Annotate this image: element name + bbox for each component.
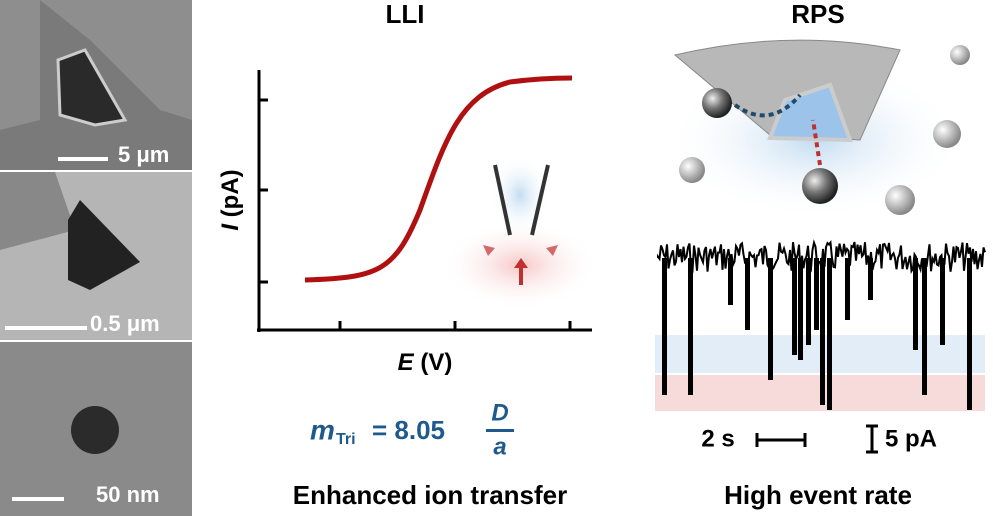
numerator: D	[491, 399, 508, 426]
sem-panels: 5 μm 0.5 μm 50 nm	[0, 0, 192, 516]
unit: (V)	[420, 349, 452, 376]
scale-bars	[755, 424, 878, 454]
pipette	[493, 164, 550, 236]
x-axis-label: E (V)	[398, 349, 453, 376]
scale-bar	[58, 157, 108, 161]
spike	[845, 258, 850, 320]
scale-bar	[12, 497, 64, 501]
arrows	[483, 245, 558, 285]
lli-axes	[257, 70, 592, 332]
coefficient: = 8.05	[372, 415, 445, 445]
current-trace	[657, 239, 986, 410]
scale-label: 0.5 μm	[90, 311, 160, 336]
cone	[673, 39, 901, 143]
lli-title: LLI	[386, 0, 425, 29]
spike	[868, 258, 873, 300]
y-axis-label: I (pA)	[217, 169, 244, 230]
symbol: m	[310, 414, 335, 445]
unit: (pA)	[217, 169, 244, 217]
sem-pore	[68, 200, 140, 290]
spike	[913, 258, 918, 350]
spike	[922, 258, 927, 395]
caption: Enhanced ion transfer	[293, 480, 568, 510]
sem-region	[0, 172, 75, 250]
symbol: I	[217, 223, 244, 231]
spike	[827, 258, 832, 410]
spike	[806, 258, 811, 345]
scale-bar	[5, 326, 87, 330]
time-scale-label: 2 s	[701, 425, 734, 452]
denominator: a	[493, 433, 506, 460]
spike	[662, 258, 667, 395]
spike	[814, 258, 819, 330]
particles	[679, 45, 970, 215]
subscript: Tri	[336, 431, 356, 448]
sigmoid-curve	[304, 75, 573, 283]
spike	[798, 258, 803, 360]
scale-label: 50 nm	[96, 482, 160, 507]
rps-title: RPS	[791, 0, 844, 29]
current-scale-label: 5 pA	[885, 425, 937, 452]
fraction-bar	[486, 429, 514, 432]
caption: High event rate	[724, 480, 912, 510]
spike	[792, 258, 797, 355]
scale-label: 5 μm	[118, 142, 169, 167]
spike	[688, 258, 693, 395]
spike	[967, 258, 972, 410]
sem-pore	[56, 48, 128, 127]
symbol: E	[398, 349, 415, 376]
spike	[820, 258, 825, 405]
sem-pore	[71, 406, 119, 454]
spike	[745, 258, 750, 330]
path-arrow	[811, 119, 822, 166]
path-arrow	[733, 93, 802, 118]
spike	[940, 258, 945, 345]
spike	[728, 258, 733, 305]
spike	[768, 258, 773, 380]
equation: m Tri = 8.05 D a	[310, 399, 514, 460]
